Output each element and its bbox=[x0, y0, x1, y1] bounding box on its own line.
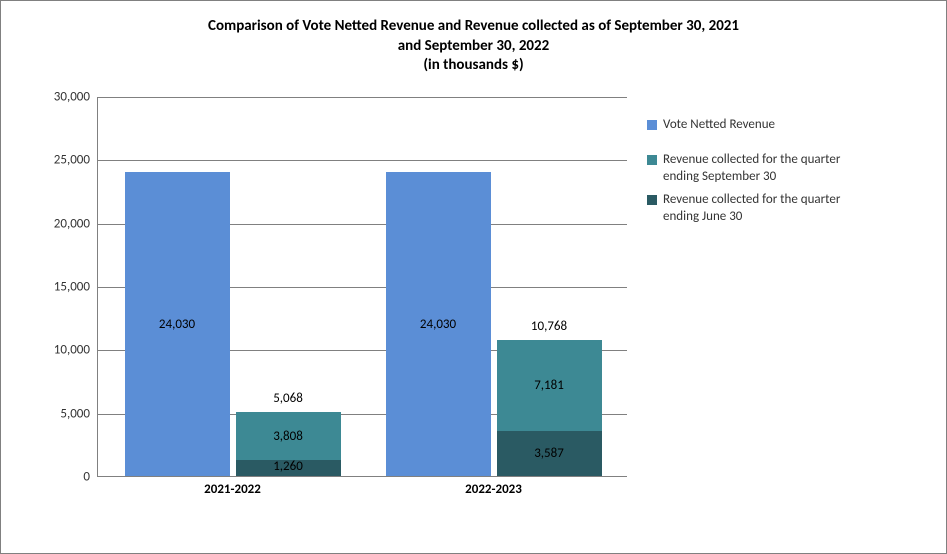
bar-segment-label: 3,808 bbox=[273, 429, 303, 444]
x-axis-tick: 2021-2022 bbox=[204, 482, 261, 497]
bar-segment-label: 7,181 bbox=[534, 378, 564, 393]
legend-item: Revenue collected for the quarter ending… bbox=[647, 152, 927, 186]
gridline bbox=[98, 160, 627, 161]
legend-item: Revenue collected for the quarter ending… bbox=[647, 192, 927, 226]
y-axis-tick: 10,000 bbox=[54, 343, 90, 358]
plot-area: 05,00010,00015,00020,00025,00030,00024,0… bbox=[97, 97, 627, 477]
gridline bbox=[98, 97, 627, 98]
legend-item: Vote Netted Revenue bbox=[647, 117, 927, 134]
legend-label: Vote Netted Revenue bbox=[663, 117, 775, 134]
title-line-2: and September 30, 2022 bbox=[67, 37, 880, 57]
legend-label: Revenue collected for the quarter ending… bbox=[663, 152, 853, 186]
y-axis-tick: 15,000 bbox=[54, 280, 90, 295]
y-axis-tick: 5,000 bbox=[60, 406, 90, 421]
bar-segment-label: 3,587 bbox=[534, 446, 564, 461]
x-axis-tick: 2022-2023 bbox=[465, 482, 522, 497]
legend-swatch bbox=[647, 120, 657, 130]
bar-total-label: 10,768 bbox=[531, 319, 567, 334]
chart-title: Comparison of Vote Netted Revenue and Re… bbox=[7, 7, 940, 76]
bar-total-label: 5,068 bbox=[273, 391, 303, 406]
bar-value-label: 24,030 bbox=[420, 317, 456, 332]
bar-segment-label: 1,260 bbox=[273, 459, 303, 474]
legend-swatch bbox=[647, 155, 657, 165]
y-axis-tick: 30,000 bbox=[54, 90, 90, 105]
chart-inner: Comparison of Vote Netted Revenue and Re… bbox=[7, 7, 940, 547]
legend-label: Revenue collected for the quarter ending… bbox=[663, 192, 853, 226]
bar-value-label: 24,030 bbox=[159, 317, 195, 332]
y-axis-tick: 0 bbox=[83, 470, 90, 485]
chart-container: Comparison of Vote Netted Revenue and Re… bbox=[0, 0, 947, 554]
y-axis-tick: 20,000 bbox=[54, 216, 90, 231]
legend-swatch bbox=[647, 195, 657, 205]
title-line-1: Comparison of Vote Netted Revenue and Re… bbox=[67, 17, 880, 37]
legend: Vote Netted Revenue Revenue collected fo… bbox=[647, 117, 927, 243]
title-line-3: (in thousands $) bbox=[67, 56, 880, 76]
y-axis-tick: 25,000 bbox=[54, 153, 90, 168]
